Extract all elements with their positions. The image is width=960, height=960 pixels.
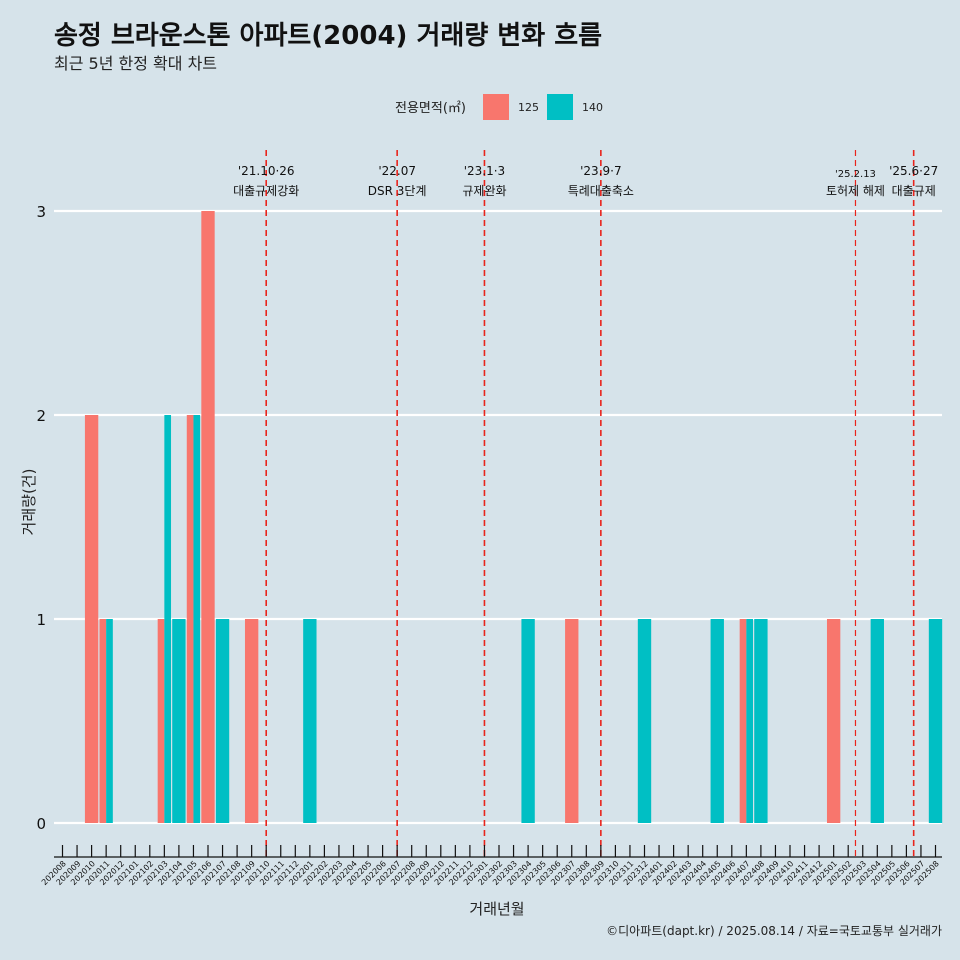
event-desc-label: 규제완화 xyxy=(462,184,506,198)
bar-125-202407 xyxy=(739,619,747,823)
bar-125-202307 xyxy=(565,619,579,823)
event-date-label: '21.10·26 xyxy=(238,164,295,178)
bar-140-202011 xyxy=(106,619,113,823)
legend-swatch-125 xyxy=(483,94,509,120)
bar-140-202504 xyxy=(870,619,884,823)
legend: 전용면적(㎡) 125 140 xyxy=(395,94,603,120)
bar-125-202103 xyxy=(157,619,165,823)
legend-label-125: 125 xyxy=(518,101,539,114)
bar-140-202107 xyxy=(215,619,230,823)
bars xyxy=(84,211,943,823)
y-tick-label: 1 xyxy=(36,611,46,629)
x-axis-label: 거래년월 xyxy=(469,900,524,918)
bar-140-202103 xyxy=(164,415,172,823)
y-tick-label: 2 xyxy=(36,407,46,425)
bar-125-202501 xyxy=(826,619,841,823)
event-date-label: '23.1·3 xyxy=(464,164,505,178)
event-date-label: '25.6·27 xyxy=(889,164,938,178)
y-tick-label: 0 xyxy=(36,815,46,833)
caption: ©디아파트(dapt.kr) / 2025.08.14 / 자료=국토교통부 실… xyxy=(606,924,942,938)
bar-125-202109 xyxy=(244,619,259,823)
bar-140-202312 xyxy=(637,619,652,823)
bar-140-202405 xyxy=(710,619,724,823)
chart-subtitle: 최근 5년 한정 확대 차트 xyxy=(54,54,217,73)
y-axis-ticks: 0 1 2 3 xyxy=(36,203,46,833)
event-date-label: '25.2.13 xyxy=(835,169,876,180)
event-desc-label: 대출규제강화 xyxy=(233,184,299,198)
bar-140-202104 xyxy=(172,619,186,823)
legend-swatch-140 xyxy=(547,94,573,120)
bar-140-202304 xyxy=(521,619,535,823)
event-desc-label: DSR 3단계 xyxy=(368,184,427,198)
event-date-label: '23.9·7 xyxy=(580,164,621,178)
event-desc-label: 토허제 해제 xyxy=(826,184,885,198)
legend-title: 전용면적(㎡) xyxy=(395,101,466,116)
legend-label-140: 140 xyxy=(582,101,603,114)
event-lines: '21.10·26 대출규제강화 '22.07 DSR 3단계 '23.1·3 규제완화 '… xyxy=(233,150,938,858)
bar-140-202408 xyxy=(754,619,768,823)
event-desc-label: 대출규제 xyxy=(892,184,936,198)
bar-140-202201 xyxy=(303,619,317,823)
bar-140-202508 xyxy=(928,619,943,823)
bar-140-202105 xyxy=(193,415,201,823)
event-desc-label: 특례대출축소 xyxy=(568,184,634,198)
bar-125-202011 xyxy=(99,619,107,823)
bar-125-202010 xyxy=(84,415,99,823)
y-axis-label: 거래량(건) xyxy=(20,469,38,536)
y-tick-label: 3 xyxy=(36,203,46,221)
chart-title: 송정 브라운스톤 아파트(2004) 거래량 변화 흐름 xyxy=(54,21,602,51)
event-date-label: '22.07 xyxy=(378,164,416,178)
bar-140-202407 xyxy=(746,619,754,823)
bar-125-202105 xyxy=(186,415,194,823)
x-axis: 2020082020092020102020112020122021012021… xyxy=(40,845,942,887)
bar-125-202106 xyxy=(201,211,215,823)
